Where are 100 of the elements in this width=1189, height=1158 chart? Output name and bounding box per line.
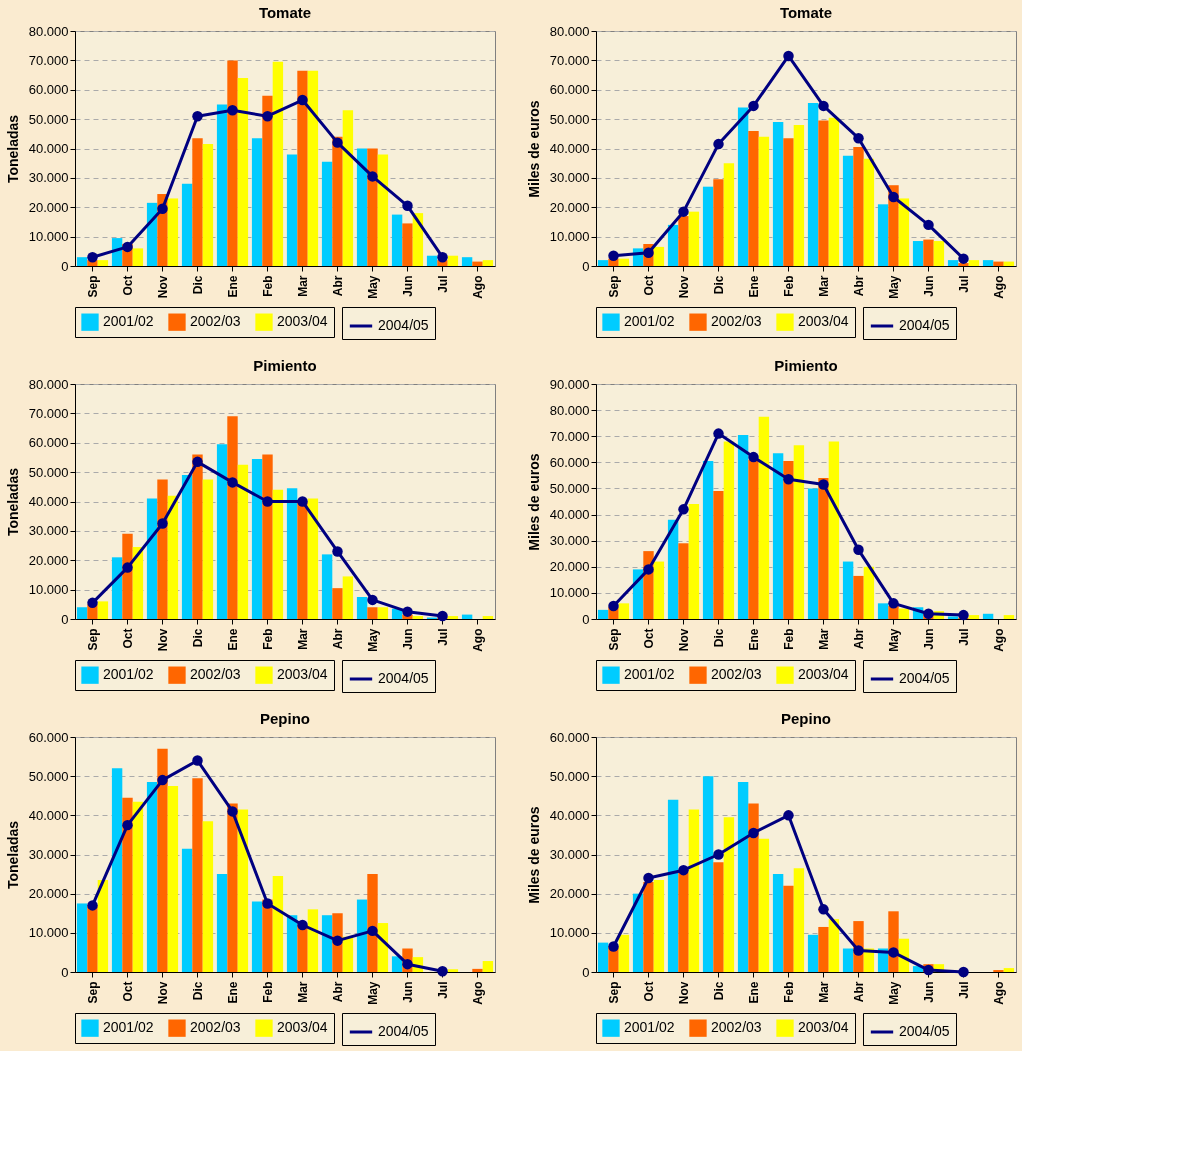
- legend-label: 2004/05: [899, 1023, 950, 1039]
- y-tick-label: 70.000: [28, 405, 69, 421]
- legend-label: 2001/02: [624, 666, 675, 683]
- y-tick-label: 60.000: [28, 435, 69, 451]
- y-tick-label: 60.000: [549, 82, 590, 98]
- y-tick-label: 40.000: [28, 807, 69, 823]
- legend-label: 2001/02: [624, 313, 675, 330]
- y-tick-label: 10.000: [549, 585, 590, 601]
- x-tick-label: Sep: [85, 628, 100, 651]
- x-tick-label: May: [365, 628, 380, 652]
- x-tick-label: Abr: [851, 981, 866, 1003]
- y-tick-label: 10.000: [28, 582, 69, 598]
- chart-title: Tomate: [779, 4, 833, 21]
- legend-label: 2004/05: [899, 317, 950, 333]
- x-tick-label: May: [365, 275, 380, 299]
- legend-label: 2003/04: [277, 313, 328, 330]
- x-tick-label: Sep: [85, 275, 100, 298]
- x-tick-label: Nov: [155, 275, 170, 299]
- x-tick-label: Abr: [330, 981, 345, 1003]
- x-tick-label: Dic: [711, 981, 726, 1001]
- legend-label: 2004/05: [899, 670, 950, 686]
- y-tick-label: 30.000: [28, 523, 69, 539]
- chart-title: Pepino: [259, 710, 311, 727]
- x-tick-label: Nov: [676, 275, 691, 299]
- legend-label: 2002/03: [711, 666, 762, 683]
- y-tick-label: 10.000: [549, 925, 590, 941]
- y-tick-label: 50.000: [549, 768, 590, 784]
- x-tick-label: Oct: [120, 275, 135, 296]
- x-tick-label: Feb: [781, 275, 796, 297]
- y-tick-label: 80.000: [549, 23, 590, 39]
- x-tick-label: Feb: [260, 275, 275, 297]
- x-tick-label: Jul: [956, 275, 971, 293]
- legend-label: 2002/03: [190, 666, 241, 683]
- y-tick-label: 40.000: [549, 141, 590, 156]
- x-tick-label: Ene: [225, 275, 240, 298]
- x-tick-label: Jun: [400, 981, 415, 1003]
- legend-label: 2004/05: [378, 317, 429, 333]
- y-tick-label: 20.000: [28, 886, 69, 902]
- x-tick-label: Sep: [606, 628, 621, 651]
- x-tick-label: Oct: [641, 628, 656, 649]
- y-axis-title: Toneladas: [4, 467, 21, 537]
- legend-label: 2003/04: [798, 1019, 849, 1036]
- x-tick-label: Jul: [956, 628, 971, 646]
- chart-title: Pimiento: [253, 357, 317, 374]
- x-tick-label: Dic: [190, 628, 205, 648]
- y-axis-title: Toneladas: [4, 820, 21, 890]
- x-tick-label: Ago: [470, 628, 485, 652]
- legend-label: 2002/03: [711, 313, 762, 330]
- legend-label: 2003/04: [798, 666, 849, 683]
- x-tick-label: Oct: [120, 981, 135, 1002]
- y-tick-label: 80.000: [549, 402, 590, 418]
- x-tick-label: Nov: [676, 981, 691, 1005]
- y-axis-title: Miles de euros: [525, 806, 542, 904]
- x-tick-label: Abr: [851, 628, 866, 650]
- x-tick-label: Nov: [676, 628, 691, 652]
- y-axis-title: Toneladas: [4, 114, 21, 184]
- x-tick-label: Feb: [781, 981, 796, 1003]
- x-tick-label: Oct: [120, 628, 135, 649]
- x-tick-label: Dic: [711, 628, 726, 648]
- legend-label: 2002/03: [190, 1019, 241, 1036]
- x-tick-label: Feb: [260, 628, 275, 650]
- x-tick-label: Ago: [470, 275, 485, 299]
- y-tick-label: 70.000: [549, 52, 590, 68]
- y-tick-label: 50.000: [549, 111, 590, 127]
- x-tick-label: Ago: [991, 275, 1006, 299]
- y-tick-label: 60.000: [28, 82, 69, 98]
- legend-label: 2001/02: [103, 1019, 154, 1036]
- legend-label: 2003/04: [277, 666, 328, 683]
- legend-label: 2002/03: [711, 1019, 762, 1036]
- y-tick-label: 50.000: [28, 111, 69, 127]
- legend-label: 2001/02: [624, 1019, 675, 1036]
- y-tick-label: 20.000: [549, 199, 590, 215]
- x-tick-label: Abr: [851, 275, 866, 297]
- chart-title: Tomate: [258, 4, 312, 21]
- y-tick-label: 70.000: [549, 428, 590, 444]
- x-tick-label: Ene: [746, 981, 761, 1004]
- y-tick-label: 0: [61, 611, 69, 627]
- x-tick-label: Ene: [746, 628, 761, 651]
- x-tick-label: Sep: [85, 981, 100, 1004]
- y-tick-label: 20.000: [549, 559, 590, 575]
- y-tick-label: 70.000: [28, 52, 69, 68]
- y-tick-label: 40.000: [549, 507, 590, 523]
- legend-label: 2002/03: [190, 313, 241, 330]
- y-tick-label: 10.000: [28, 925, 69, 941]
- y-tick-label: 30.000: [549, 170, 590, 186]
- y-tick-label: 50.000: [28, 464, 69, 480]
- y-axis-title: Miles de euros: [525, 100, 542, 198]
- y-tick-label: 60.000: [549, 454, 590, 470]
- chart-title: Pimiento: [774, 357, 838, 374]
- y-tick-label: 10.000: [28, 229, 69, 245]
- x-tick-label: Nov: [155, 981, 170, 1005]
- x-tick-label: Ago: [991, 981, 1006, 1005]
- x-tick-label: Ago: [991, 628, 1006, 652]
- x-tick-label: Mar: [295, 275, 310, 297]
- legend-label: 2004/05: [378, 1023, 429, 1039]
- x-tick-label: Oct: [641, 981, 656, 1002]
- y-tick-label: 40.000: [549, 807, 590, 823]
- legend-label: 2003/04: [798, 313, 849, 330]
- y-tick-label: 30.000: [549, 847, 590, 862]
- y-tick-label: 20.000: [549, 886, 590, 902]
